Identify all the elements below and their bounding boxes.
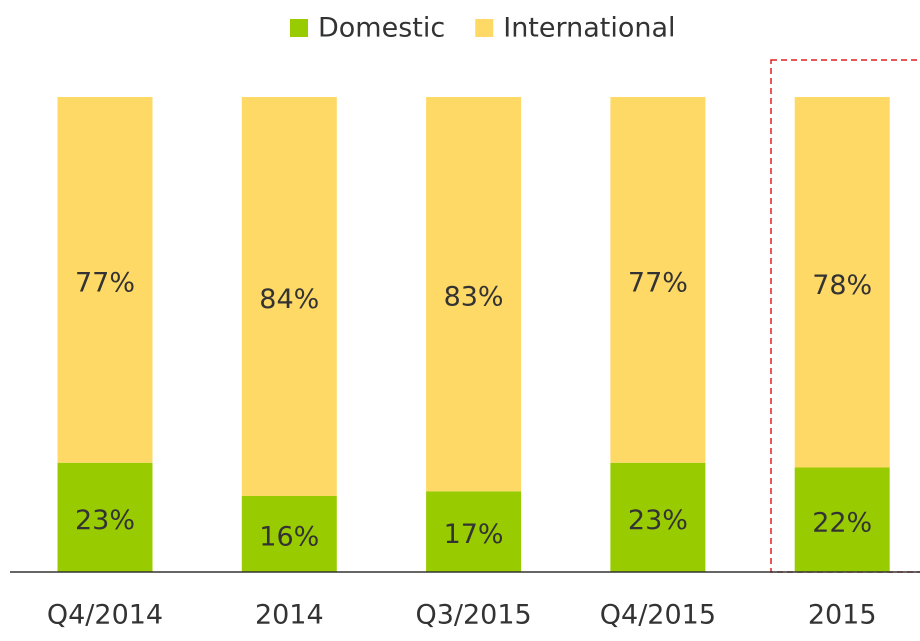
data-label: 77% xyxy=(75,267,135,298)
data-label: 23% xyxy=(628,505,688,536)
x-tick-label: Q4/2014 xyxy=(47,600,163,631)
data-label: 77% xyxy=(628,267,688,298)
bar-segment xyxy=(57,462,153,572)
bar-segment xyxy=(57,97,153,463)
data-label: 22% xyxy=(812,507,872,538)
x-tick-label: 2015 xyxy=(808,600,877,631)
bar-segment xyxy=(241,97,337,496)
data-label: 78% xyxy=(812,270,872,301)
legend-swatch xyxy=(290,19,308,37)
bar-segment xyxy=(241,496,337,572)
x-tick-label: 2014 xyxy=(255,600,324,631)
legend-label: Domestic xyxy=(318,13,445,44)
data-label: 16% xyxy=(259,522,319,553)
bar-segment xyxy=(610,97,706,463)
bar-segment xyxy=(794,467,890,572)
bar-segment xyxy=(794,97,890,468)
bar-segment xyxy=(426,491,522,572)
data-label: 83% xyxy=(444,282,504,313)
bar-segment xyxy=(426,97,522,492)
x-tick-label: Q3/2015 xyxy=(415,600,531,631)
x-tick-label: Q4/2015 xyxy=(600,600,716,631)
bar-segment xyxy=(610,462,706,572)
data-label: 84% xyxy=(259,284,319,315)
legend-swatch xyxy=(475,19,494,37)
data-label: 17% xyxy=(444,519,504,550)
data-label: 23% xyxy=(75,505,135,536)
legend-label: International xyxy=(503,13,675,44)
